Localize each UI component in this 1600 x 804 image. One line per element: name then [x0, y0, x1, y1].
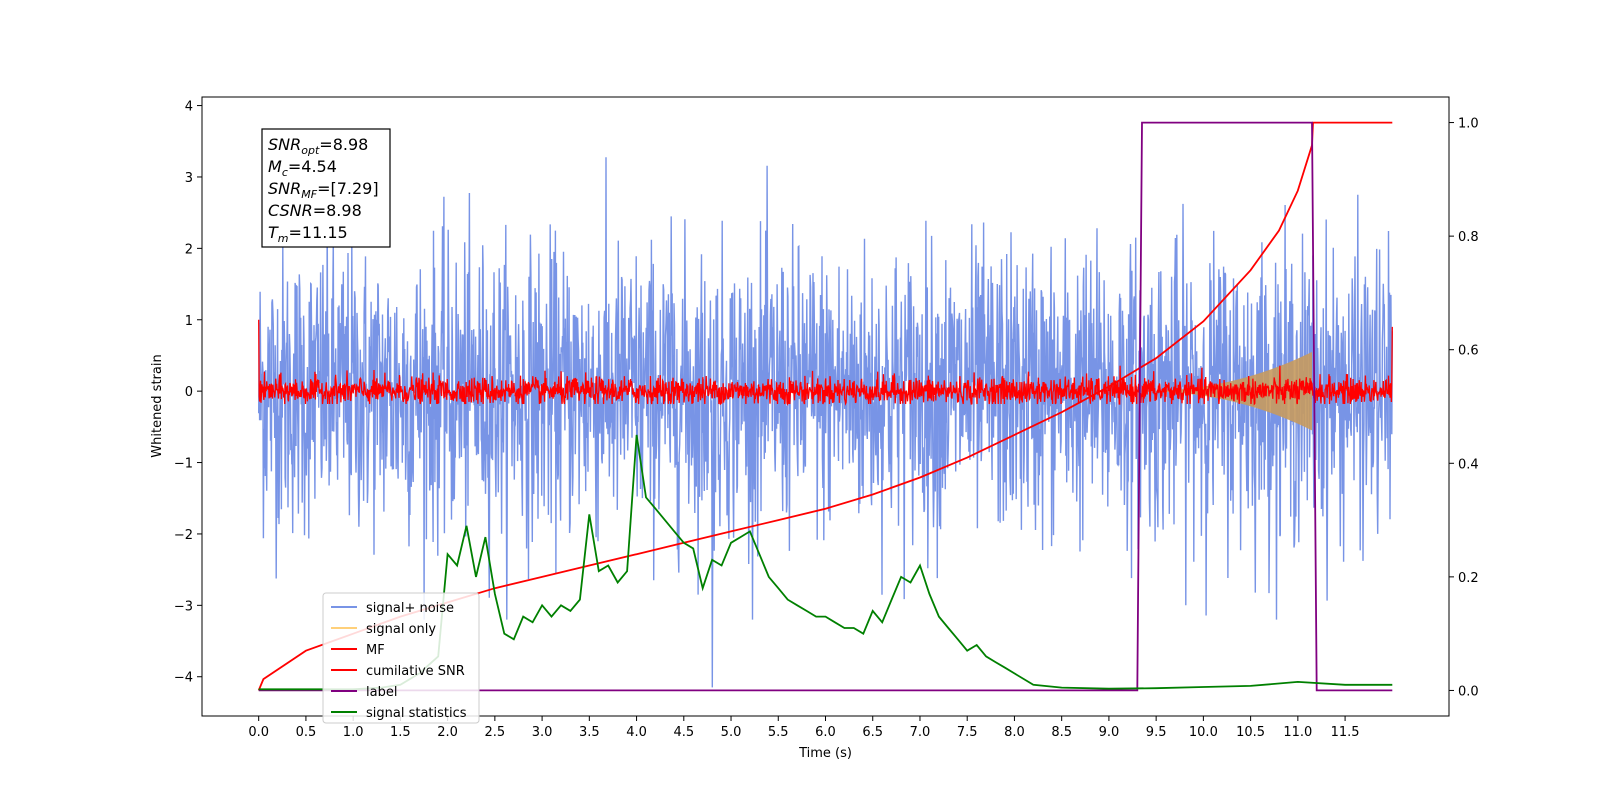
x-tick-label: 3.0 — [532, 725, 553, 740]
y2-tick-label: 0.6 — [1458, 344, 1479, 359]
y2-tick-label: 0.0 — [1458, 684, 1479, 699]
y-tick-label: 3 — [185, 171, 193, 186]
y-axis-left: −4 −3 −2 −1 0 1 2 3 4 — [174, 100, 202, 686]
legend-label: signal only — [366, 622, 436, 637]
series-label — [258, 121, 1393, 692]
x-tick-label: 8.0 — [1004, 725, 1025, 740]
annotation-line: Tm=11.15 — [268, 223, 348, 245]
x-tick-label: 9.0 — [1099, 725, 1120, 740]
x-tick-label: 5.0 — [721, 725, 742, 740]
x-tick-label: 3.5 — [579, 725, 600, 740]
y2-tick-label: 0.2 — [1458, 571, 1479, 586]
legend-frame — [322, 592, 480, 724]
x-tick-label: 5.5 — [768, 725, 789, 740]
legend-label: signal statistics — [366, 706, 467, 721]
legend: signal+ noise signal only MF cumilative SNR… — [322, 592, 480, 724]
x-tick-label: 1.0 — [343, 725, 364, 740]
y-tick-label: 1 — [185, 314, 193, 329]
y-tick-label: −1 — [174, 457, 193, 472]
annotation-line: SNRopt=8.98 — [268, 135, 368, 157]
y2-tick-label: 0.8 — [1458, 230, 1479, 245]
x-axis-title: Time (s) — [798, 746, 852, 761]
x-tick-label: 11.5 — [1331, 725, 1360, 740]
series-signal-statistics — [258, 434, 1393, 691]
y-tick-label: 0 — [185, 385, 193, 400]
y-axis-right: 0.0 0.2 0.4 0.6 0.8 1.0 — [1449, 117, 1479, 699]
y2-tick-label: 0.4 — [1458, 457, 1479, 472]
x-tick-label: 10.5 — [1236, 725, 1265, 740]
legend-label: label — [366, 685, 397, 700]
x-tick-label: 4.5 — [673, 725, 694, 740]
annotation-line: CSNR=8.98 — [268, 201, 362, 220]
x-tick-label: 11.0 — [1283, 725, 1312, 740]
legend-label: cumilative SNR — [366, 664, 465, 679]
x-tick-label: 1.5 — [390, 725, 411, 740]
annotation-line: SNRMF=[7.29] — [268, 179, 379, 201]
x-tick-label: 8.5 — [1051, 725, 1072, 740]
legend-label: signal+ noise — [366, 601, 454, 616]
x-tick-label: 0.5 — [296, 725, 317, 740]
x-tick-label: 2.0 — [437, 725, 458, 740]
x-tick-label: 9.5 — [1146, 725, 1167, 740]
legend-label: MF — [366, 643, 385, 658]
y-tick-label: 4 — [185, 100, 193, 115]
x-tick-label: 0.0 — [248, 725, 269, 740]
y2-tick-label: 1.0 — [1458, 117, 1479, 132]
annotation-line: Mc=4.54 — [268, 157, 337, 179]
x-tick-label: 7.0 — [910, 725, 931, 740]
annotation-frame — [261, 128, 391, 248]
x-axis: 0.0 0.5 1.0 1.5 2.0 2.5 3.0 3.5 4.0 4.5 5.0 5.5 6.0 6… — [248, 716, 1360, 740]
y-tick-label: −2 — [174, 528, 193, 543]
x-tick-label: 7.5 — [957, 725, 978, 740]
series-mf — [258, 319, 1393, 406]
y-tick-label: −3 — [174, 599, 193, 614]
x-tick-label: 4.0 — [626, 725, 647, 740]
y-tick-label: 2 — [185, 242, 193, 257]
y-tick-label: −4 — [174, 671, 193, 686]
x-tick-label: 10.0 — [1189, 725, 1218, 740]
x-tick-label: 6.5 — [862, 725, 883, 740]
x-tick-label: 2.5 — [485, 725, 506, 740]
x-tick-label: 6.0 — [815, 725, 836, 740]
y-axis-title: Whitened strain — [150, 354, 165, 457]
